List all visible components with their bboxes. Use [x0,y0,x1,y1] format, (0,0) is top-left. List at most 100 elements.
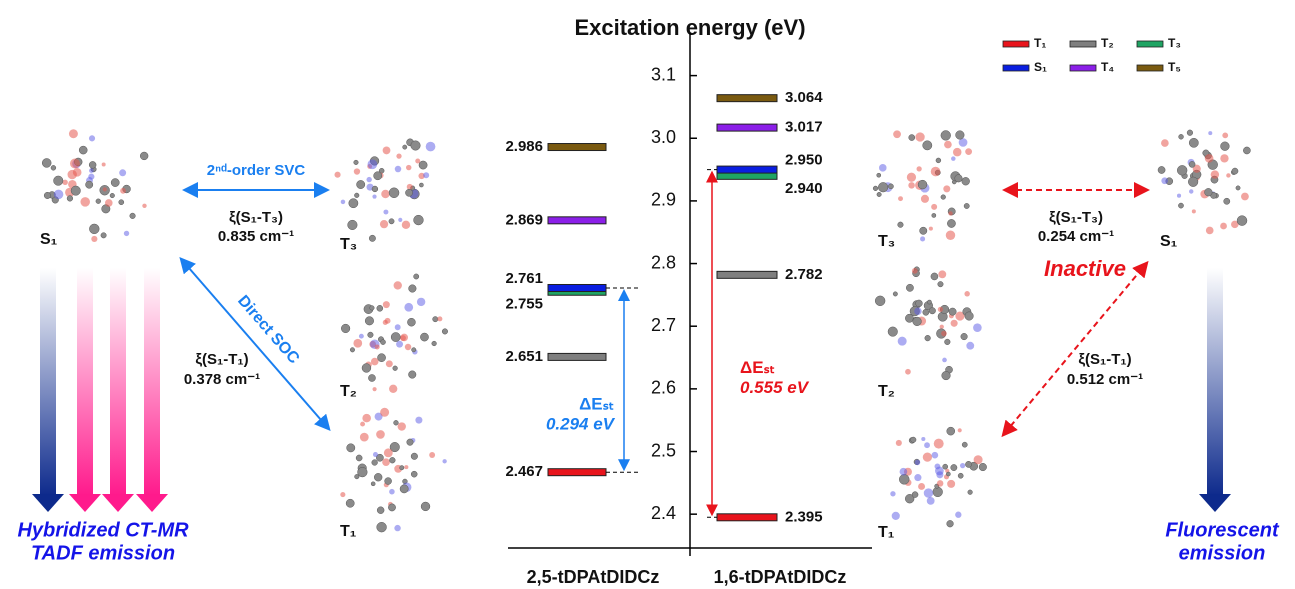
atom [917,166,922,171]
y-tick-label: 2.7 [651,315,676,335]
atom [943,185,950,192]
atom [899,474,909,484]
atom [402,221,410,229]
level-label: 3.017 [785,119,823,136]
atom [942,358,947,363]
atom [79,146,87,154]
energy-level [548,217,606,224]
atom [130,213,136,219]
atom [420,333,428,341]
atom [907,173,916,182]
atom [941,195,946,200]
atom [932,452,939,459]
atom [377,305,383,311]
legend-label: T₄ [1101,60,1114,74]
atom [426,142,436,152]
gap-value: 0.555 eV [740,378,810,397]
atom [394,420,399,425]
level-label: 2.940 [785,180,823,197]
atom [915,460,921,466]
atom [924,442,930,448]
legend-swatch [1070,65,1096,71]
atom [953,148,962,157]
atom [888,327,898,337]
atom [391,332,400,341]
atom [54,190,64,200]
atom [350,348,355,353]
atom [964,291,969,296]
atom [91,236,97,242]
atom [1189,189,1193,193]
atom [942,371,951,380]
atom [941,131,951,141]
atom [429,452,435,458]
atom [955,175,962,182]
atom [354,193,359,198]
atom [943,464,948,469]
atom [1220,154,1228,162]
atom [960,463,965,468]
level-label: 2.395 [785,508,823,525]
atom [920,236,925,241]
atom [395,324,401,330]
atom [389,457,395,463]
atom [412,348,416,352]
emission-arrow [77,268,93,496]
right-panel: T₃ T₂ T₁ S₁ ξ(S₁-T₃) 0.254 cm⁻¹ Inactive… [878,190,1280,564]
legend-swatch [1137,65,1163,71]
atom [1222,132,1228,138]
energy-level [548,353,606,360]
atom [923,141,932,150]
state-label: T₂ [878,383,895,400]
legend-swatch [1003,41,1029,47]
atom [381,190,389,198]
atom [933,487,943,497]
atom [948,211,952,215]
atom [368,159,378,169]
atom [920,227,927,234]
emission-label: Fluorescent [1165,519,1280,541]
y-tick-label: 3.1 [651,64,676,84]
atom [912,268,918,274]
atom [433,316,438,321]
atom [419,183,423,187]
legend-label: S₁ [1034,60,1047,74]
y-tick-label: 2.8 [651,252,676,272]
atom [407,439,414,446]
atom [389,385,397,393]
atom [961,333,968,340]
coupling-value: 0.254 cm⁻¹ [1038,228,1114,245]
atom [951,320,958,327]
legend-label: T₅ [1168,60,1181,74]
atom [119,200,124,205]
atom [385,318,391,324]
atom [914,474,921,481]
atom [1232,168,1238,174]
atom [877,192,881,196]
atom [947,427,955,435]
atom [1177,194,1181,198]
atom [1177,165,1187,175]
atom [951,464,957,470]
atom [67,196,73,202]
atom [946,231,955,240]
atom [888,184,893,189]
atom [1237,216,1247,226]
level-label: 2.869 [505,211,543,228]
atom [383,210,388,215]
atom [89,224,99,234]
state-label: T₃ [340,236,357,253]
state-label: S₁ [1160,233,1178,250]
atom [411,471,417,477]
atom [932,213,936,217]
energy-level [717,124,777,131]
atom [964,203,969,208]
atom [385,478,392,485]
atom [68,170,77,179]
state-label: S₁ [40,231,58,248]
state-label: T₁ [340,523,357,540]
gap-label: ΔEₛₜ [579,395,614,414]
atom [875,296,885,306]
atom [353,339,362,348]
atom [111,178,119,186]
